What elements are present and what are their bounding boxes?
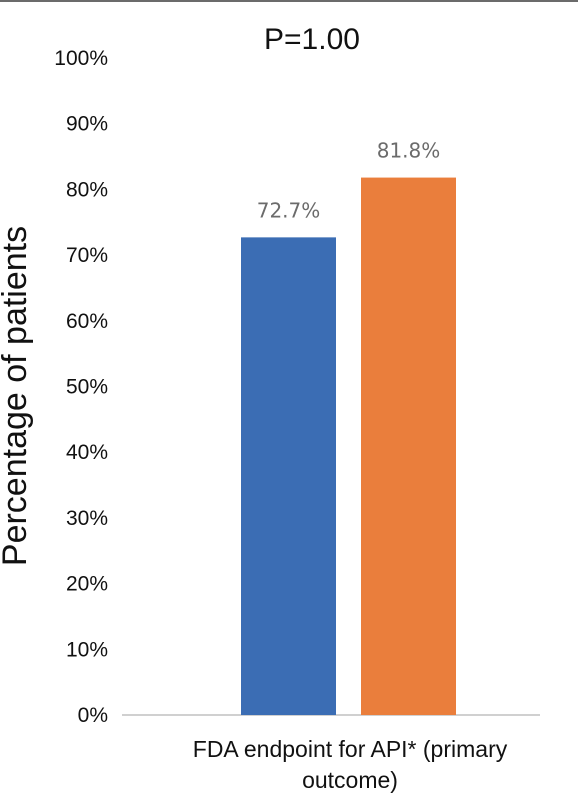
chart-title: P=1.00	[264, 23, 360, 56]
data-labels: 72.7% 81.8%	[257, 139, 441, 223]
y-tick-label: 70%	[66, 244, 108, 267]
y-tick-label: 80%	[66, 178, 108, 201]
bar-series-1	[241, 237, 336, 715]
bar-series-2	[361, 177, 456, 716]
y-tick-label: 20%	[66, 573, 108, 596]
y-axis-label: Percentage of patients	[0, 226, 34, 566]
y-tick-label: 60%	[66, 310, 108, 333]
y-tick-label: 90%	[66, 113, 108, 136]
y-tick-label: 10%	[66, 638, 108, 661]
x-category-label-line-1: FDA endpoint for API* (primary	[193, 736, 508, 762]
y-axis-ticks: 0% 10% 20% 30% 40% 50% 60% 70% 80% 90% 100%	[54, 47, 108, 727]
bar-series	[241, 177, 456, 716]
x-category-label-line-2: outcome)	[302, 767, 398, 793]
y-tick-label: 0%	[78, 704, 108, 727]
y-tick-label: 40%	[66, 441, 108, 464]
y-tick-label: 30%	[66, 507, 108, 530]
y-tick-label: 100%	[54, 47, 108, 70]
y-tick-label: 50%	[66, 376, 108, 399]
bar-value-label-1: 72.7%	[257, 198, 321, 222]
bar-value-label-2: 81.8%	[377, 139, 441, 163]
